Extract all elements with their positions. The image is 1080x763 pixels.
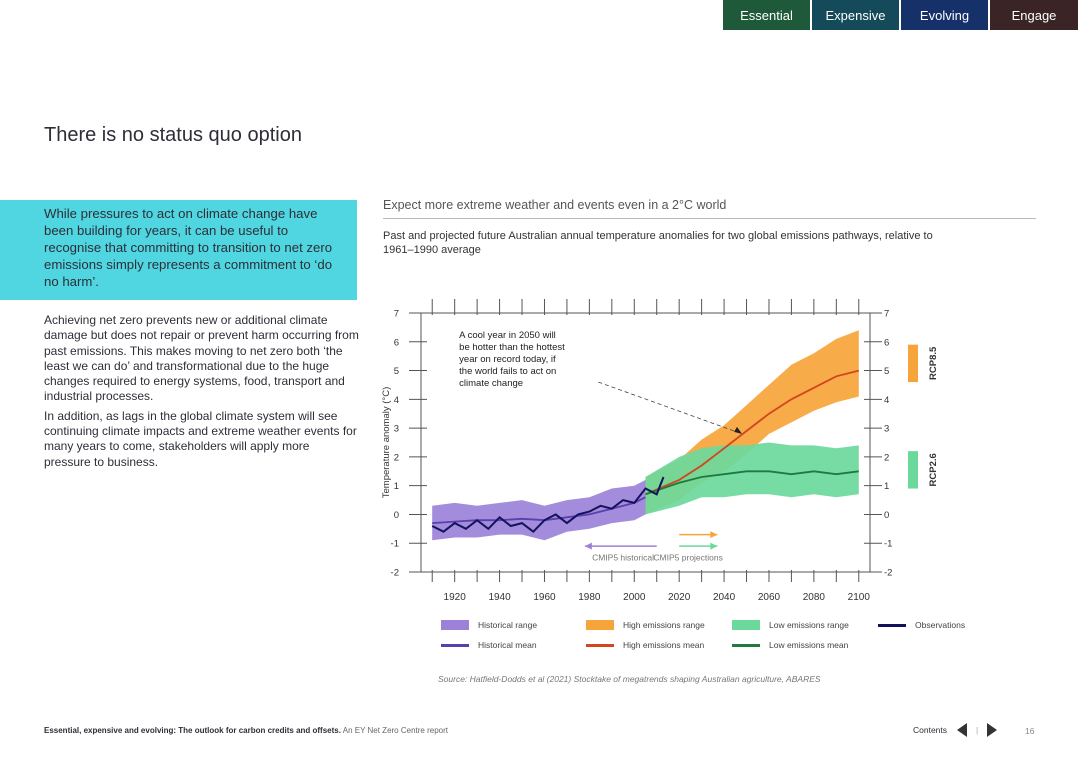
rcp85-label: RCP8.5 bbox=[928, 346, 939, 380]
y-tick-label-right: 2 bbox=[884, 452, 889, 463]
y-tick-label-left: 1 bbox=[394, 481, 399, 492]
tab-evolving[interactable]: Evolving bbox=[901, 0, 988, 30]
temperature-chart: -2 -2 -1 -1 0 0 1 1 2 2 3 3 4 4 5 5 6 6 7 7 1920 1940 1960 1980… bbox=[381, 299, 939, 603]
y-tick-label-left: 3 bbox=[394, 424, 399, 435]
high-emissions-mean-line bbox=[645, 369, 860, 496]
x-tick-label: 2060 bbox=[758, 592, 781, 603]
observations-line bbox=[431, 476, 665, 534]
rcp85-bar bbox=[908, 344, 918, 383]
annotation-arrowhead bbox=[734, 426, 743, 434]
legend-swatch bbox=[878, 623, 906, 627]
annotation-pointer bbox=[598, 381, 743, 435]
legend-high-emissions-range: High emissions range bbox=[586, 620, 705, 630]
y-axis-label: Temperature anomaly (°C) bbox=[381, 387, 392, 499]
figure-source: Source: Hatfield-Dodds et al (2021) Stoc… bbox=[438, 674, 821, 684]
nav-separator: | bbox=[976, 725, 979, 735]
rcp26-label: RCP2.6 bbox=[928, 453, 939, 486]
footer-report-bold: Essential, expensive and evolving: The o… bbox=[44, 726, 341, 735]
y-tick-label-left: -2 bbox=[391, 568, 399, 579]
annotation-text: A cool year in 2050 will be hotter than t… bbox=[459, 330, 565, 389]
callout-box: While pressures to act on climate change… bbox=[0, 200, 357, 300]
y-tick-label-right: -1 bbox=[884, 539, 892, 550]
legend-swatch bbox=[586, 620, 614, 630]
body-paragraph-2: In addition, as lags in the global clima… bbox=[44, 408, 357, 469]
rcp26-bar bbox=[908, 451, 918, 489]
legend-swatch bbox=[732, 643, 760, 647]
y-tick-label-right: 6 bbox=[884, 337, 889, 348]
x-tick-label: 1980 bbox=[578, 592, 601, 603]
legend-label: High emissions mean bbox=[623, 640, 705, 650]
legend-historical-range: Historical range bbox=[441, 620, 537, 630]
y-tick-label-left: 6 bbox=[394, 337, 399, 348]
historical-period-label: CMIP5 historical bbox=[592, 552, 654, 562]
page-navigation: Contents | bbox=[913, 723, 998, 737]
figure-subtitle: Past and projected future Australian ann… bbox=[383, 230, 933, 256]
y-tick-label-right: -2 bbox=[884, 568, 892, 579]
page-title: There is no status quo option bbox=[44, 124, 302, 146]
y-tick-label-left: 5 bbox=[394, 366, 399, 377]
legend-label: High emissions range bbox=[623, 620, 705, 630]
x-tick-label: 2080 bbox=[803, 592, 826, 603]
body-paragraph-1: Achieving net zero prevents new or addit… bbox=[44, 313, 359, 404]
page-number: 16 bbox=[1025, 726, 1035, 736]
figure-title: Expect more extreme weather and events e… bbox=[383, 198, 1036, 219]
low-emissions-mean-line bbox=[645, 470, 859, 496]
projection-arrowhead-green bbox=[710, 542, 718, 550]
next-page-icon[interactable] bbox=[987, 723, 998, 737]
projections-period-label: CMIP5 projections bbox=[653, 552, 722, 562]
x-tick-label: 1920 bbox=[444, 592, 467, 603]
y-tick-label-left: 4 bbox=[394, 395, 399, 406]
legend-high-emissions-mean: High emissions mean bbox=[586, 640, 704, 650]
x-tick-label: 2040 bbox=[713, 592, 736, 603]
y-tick-label-left: -1 bbox=[391, 539, 399, 550]
y-tick-label-right: 1 bbox=[884, 481, 889, 492]
legend-swatch bbox=[441, 620, 469, 630]
legend-label: Historical range bbox=[478, 620, 538, 630]
x-tick-label: 1960 bbox=[533, 592, 556, 603]
projection-arrowhead-orange bbox=[710, 531, 718, 539]
y-tick-label-left: 0 bbox=[394, 510, 399, 521]
x-tick-label: 1940 bbox=[488, 592, 511, 603]
legend-label: Observations bbox=[915, 620, 966, 630]
legend-historical-mean: Historical mean bbox=[441, 640, 537, 650]
y-tick-label-left: 2 bbox=[394, 452, 399, 463]
section-tabs: Essential Expensive Evolving Engage bbox=[723, 0, 1078, 30]
tab-essential[interactable]: Essential bbox=[723, 0, 810, 30]
y-tick-label-right: 4 bbox=[884, 395, 889, 406]
historical-range-band bbox=[432, 479, 646, 541]
tab-expensive[interactable]: Expensive bbox=[812, 0, 899, 30]
previous-page-icon[interactable] bbox=[957, 723, 968, 737]
legend-label: Historical mean bbox=[478, 640, 537, 650]
y-tick-label-right: 0 bbox=[884, 510, 889, 521]
legend-low-emissions-mean: Low emissions mean bbox=[732, 640, 848, 650]
legend-low-emissions-range: Low emissions range bbox=[732, 620, 849, 630]
x-tick-label: 2100 bbox=[848, 592, 871, 603]
x-tick-label: 2020 bbox=[668, 592, 691, 603]
y-tick-label-right: 3 bbox=[884, 424, 889, 435]
footer-report-title: Essential, expensive and evolving: The o… bbox=[44, 726, 448, 735]
legend-label: Low emissions mean bbox=[769, 640, 849, 650]
low-emissions-range-band bbox=[645, 442, 859, 515]
legend-label: Low emissions range bbox=[769, 620, 849, 630]
historical-arrowhead bbox=[584, 542, 592, 550]
x-tick-label: 2000 bbox=[623, 592, 646, 603]
y-tick-label-left: 7 bbox=[394, 309, 399, 320]
legend-swatch bbox=[441, 643, 469, 647]
legend-observations: Observations bbox=[878, 620, 965, 630]
y-tick-label-right: 7 bbox=[884, 309, 889, 320]
footer-report-light: An EY Net Zero Centre report bbox=[342, 726, 448, 735]
tab-engage[interactable]: Engage bbox=[990, 0, 1078, 30]
legend-swatch bbox=[732, 620, 760, 630]
legend-swatch bbox=[586, 643, 614, 647]
body-text: Achieving net zero prevents new or addit… bbox=[44, 313, 359, 474]
y-tick-label-right: 5 bbox=[884, 366, 889, 377]
contents-link[interactable]: Contents bbox=[913, 725, 948, 735]
